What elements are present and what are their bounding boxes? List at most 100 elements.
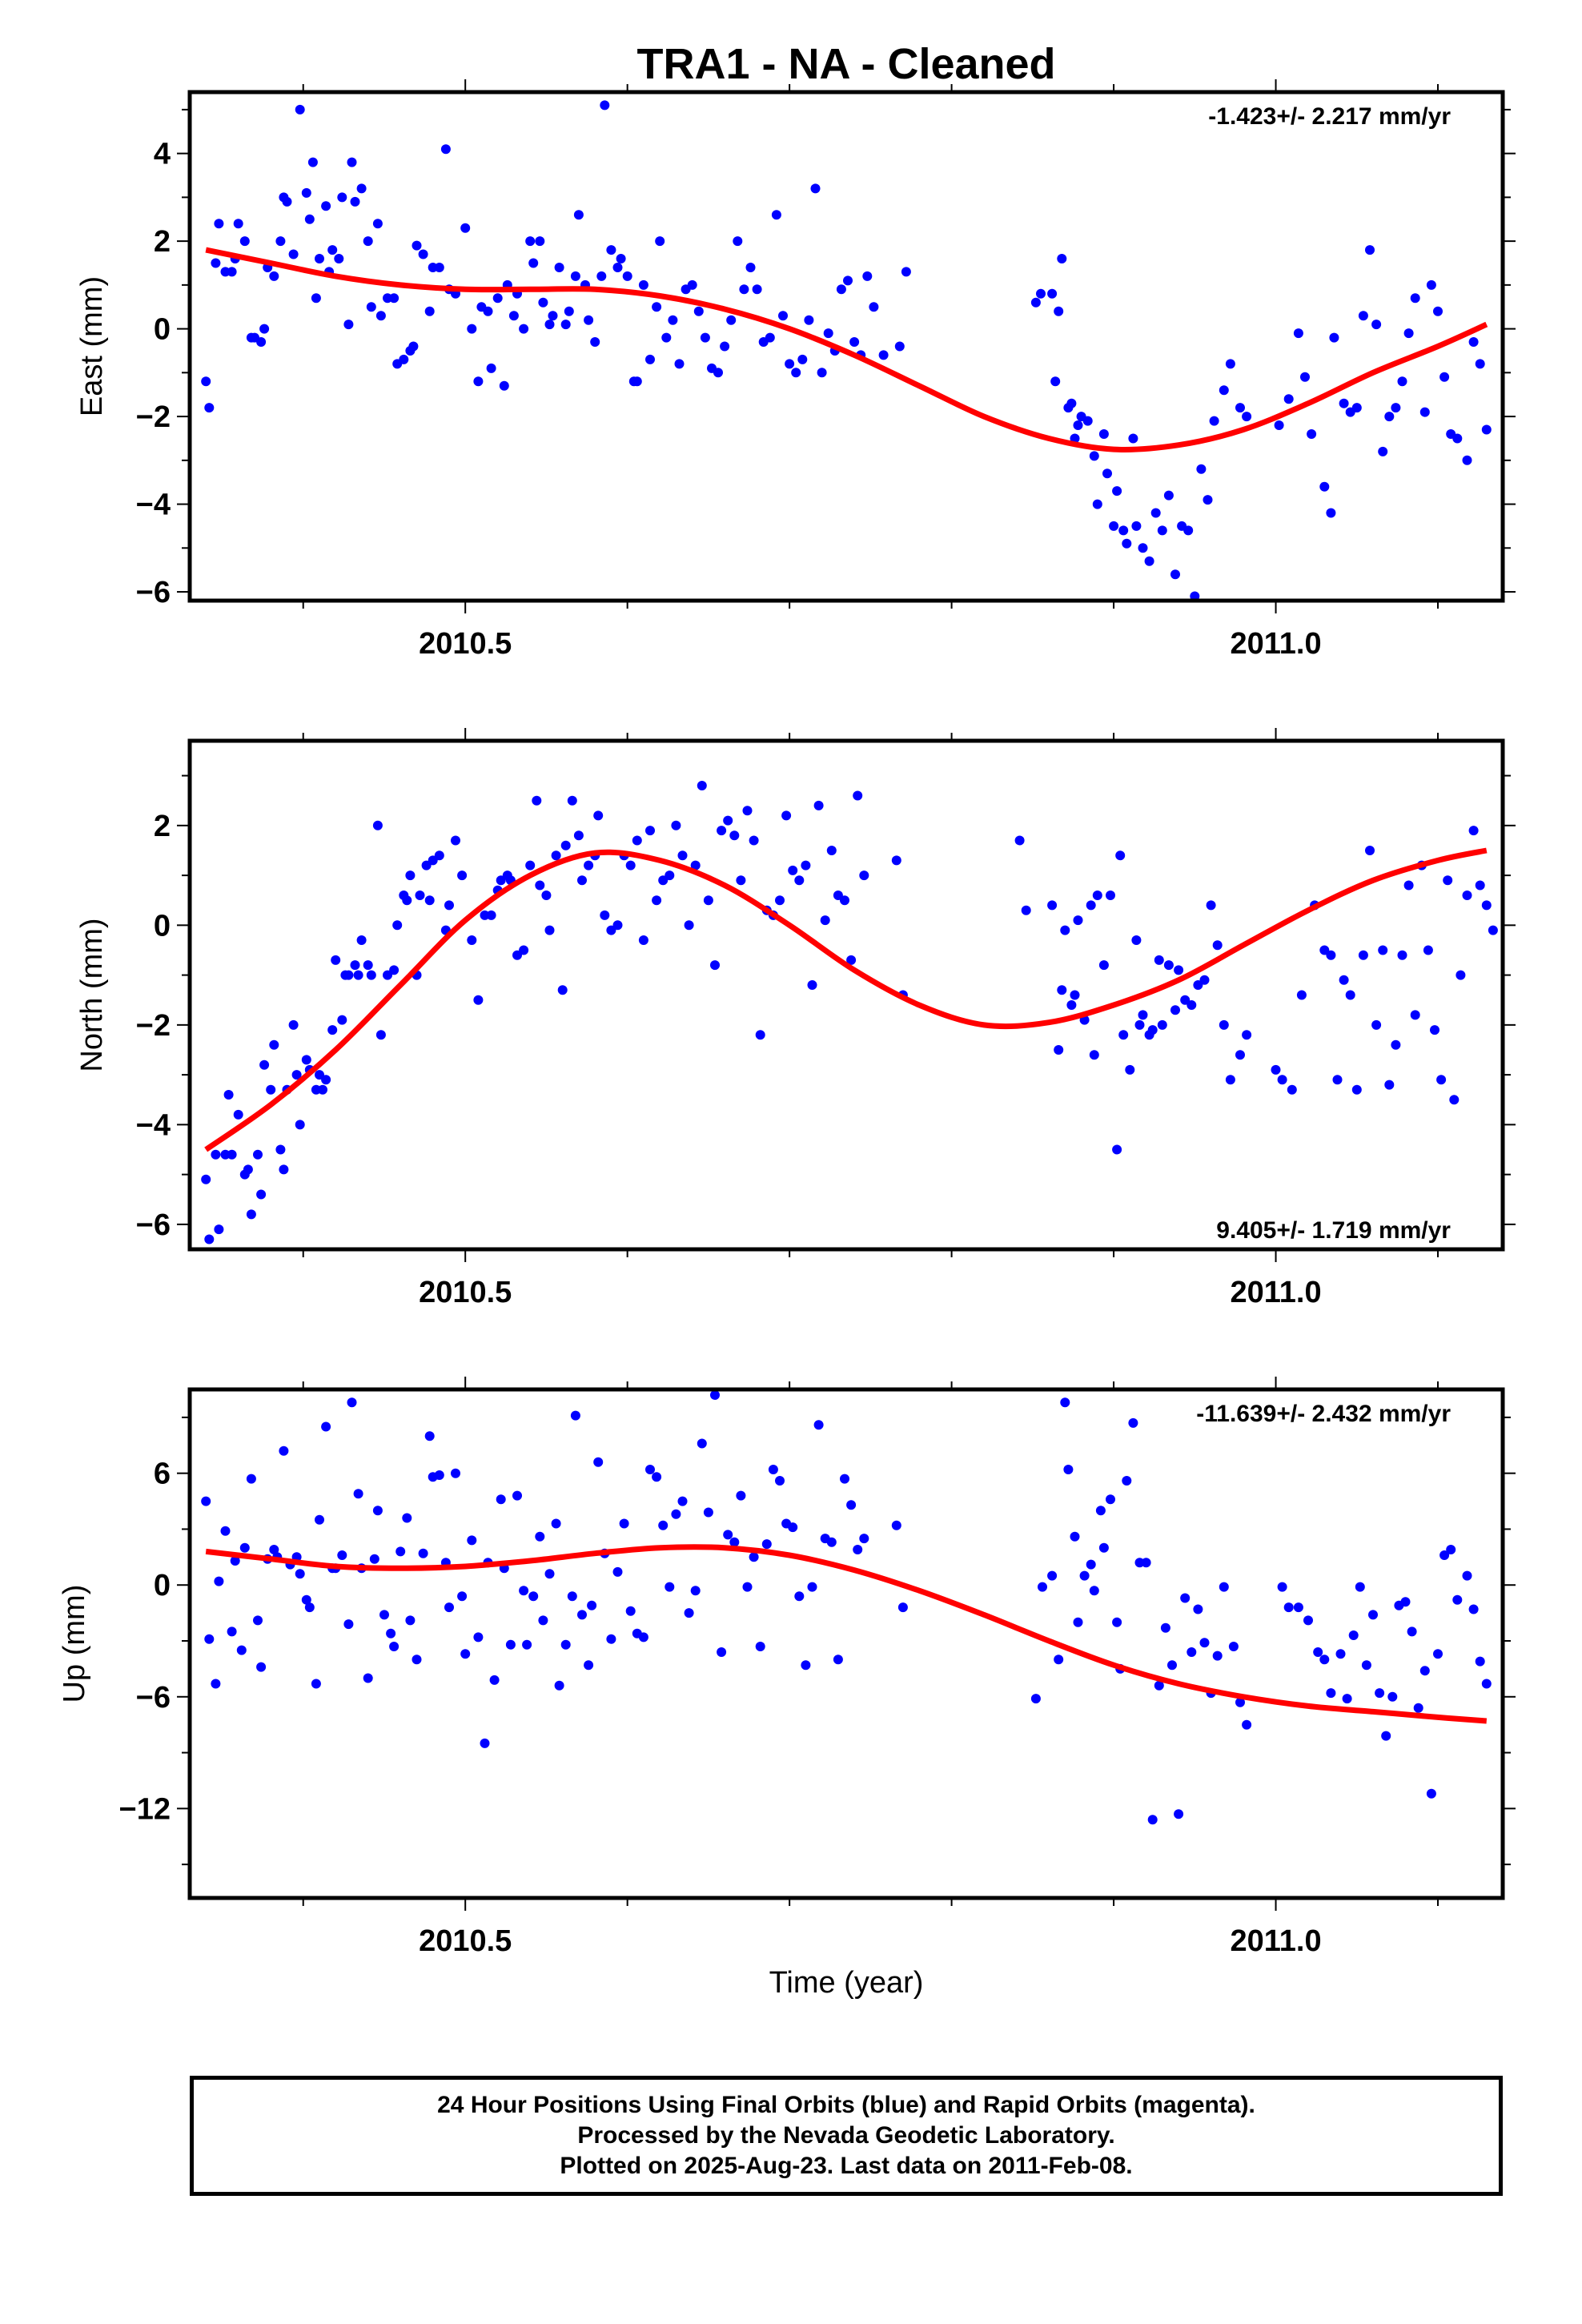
up-data-point [522,1639,532,1650]
north-data-point [612,920,623,931]
up-data-point [567,1591,577,1602]
east-data-point [389,293,400,304]
up-data-point [1095,1506,1106,1516]
east-data-point [304,214,315,224]
up-data-point [1462,1570,1472,1581]
up-data-point [1277,1582,1287,1592]
east-x-tick-label: 2010.5 [419,627,512,661]
up-data-point [1154,1680,1164,1691]
up-data-point [544,1569,555,1579]
north-data-point [1073,915,1083,926]
north-data-point [295,1120,305,1130]
north-data-point [1134,1019,1145,1030]
east-data-point [204,403,215,413]
up-fit-curve [205,1544,1488,1724]
north-data-point [1332,1075,1343,1085]
east-plot-frame [187,90,1505,603]
up-data-point [204,1634,215,1644]
east-data-point [233,219,243,229]
east-data-point [548,311,558,321]
up-data-point [230,1556,240,1566]
north-data-point [275,1144,286,1155]
up-data-point [1361,1660,1371,1671]
up-data-point [554,1680,564,1691]
north-data-point [1462,891,1472,900]
up-data-point [467,1535,477,1546]
north-data-point [551,850,561,861]
east-data-point [499,380,509,391]
north-data-point [1365,846,1375,855]
east-data-point [1118,525,1129,536]
north-data-point [1449,1095,1460,1105]
east-data-point [1462,455,1472,465]
north-data-point [525,860,536,870]
east-data-point [1089,451,1099,461]
up-data-point [1446,1545,1456,1554]
north-data-point [1089,1050,1099,1060]
north-data-point [1296,990,1307,1000]
north-data-point [375,1030,386,1040]
up-data-point [528,1591,539,1602]
north-data-point [658,875,669,886]
up-data-point [684,1608,694,1618]
north-data-point [1319,945,1330,955]
east-data-point [418,249,428,259]
up-data-point [1086,1559,1096,1570]
up-data-point [652,1472,662,1482]
east-data-point [778,311,788,321]
north-data-point [233,1109,243,1120]
up-data-point [1303,1615,1313,1626]
up-data-point [755,1642,765,1651]
footer-line-2: Processed by the Nevada Geodetic Laborat… [577,2122,1115,2149]
up-data-point [723,1530,733,1540]
north-data-point [541,891,552,900]
chart-title: TRA1 - NA - Cleaned [636,40,1055,88]
up-data-point [1180,1593,1191,1603]
east-data-point [1274,420,1284,430]
east-data-point [1300,372,1310,382]
up-data-point [496,1494,506,1505]
up-y-tick-label: 6 [154,1458,171,1491]
east-data-point [356,183,367,194]
east-data-point [869,302,879,312]
north-data-point [1481,900,1492,911]
east-data-point [467,324,477,334]
north-data-point [1371,1019,1382,1030]
east-data-point [645,354,655,364]
up-data-point [295,1569,305,1579]
panel-north: 2010.5 2011.0 2 0 −2 −4 −6 North (mm) 9.405+/-… [75,728,1516,1309]
north-data-point [1475,880,1485,891]
up-y-tick-label: 0 [154,1569,171,1602]
east-data-point [596,271,607,281]
north-data-point [353,970,363,980]
up-data-point [749,1552,759,1562]
north-data-point [1154,955,1164,965]
north-data-point [1488,925,1498,935]
east-data-point [1047,288,1058,299]
east-data-point [1481,424,1492,435]
east-data-point [1329,332,1339,343]
north-data-point [405,870,416,881]
up-data-point [1030,1694,1041,1704]
north-data-point [853,790,863,801]
north-data-point [1358,950,1368,960]
up-data-point [444,1602,454,1613]
up-data-point [570,1410,580,1421]
up-data-point [311,1679,321,1689]
north-data-point [723,815,733,826]
east-data-point [1066,398,1077,408]
east-data-point [894,341,905,352]
east-data-point [1235,403,1245,413]
up-data-point [1355,1582,1365,1592]
north-data-point [736,875,746,886]
up-data-point [1468,1604,1479,1614]
east-data-point [570,271,580,281]
east-data-point [573,210,584,220]
up-data-point [1112,1617,1122,1627]
east-data-point [1150,508,1161,518]
up-data-point [434,1470,444,1480]
east-data-point [1468,337,1479,347]
up-data-point [246,1474,256,1484]
up-data-point [1452,1594,1463,1605]
north-data-point [1118,1030,1129,1040]
